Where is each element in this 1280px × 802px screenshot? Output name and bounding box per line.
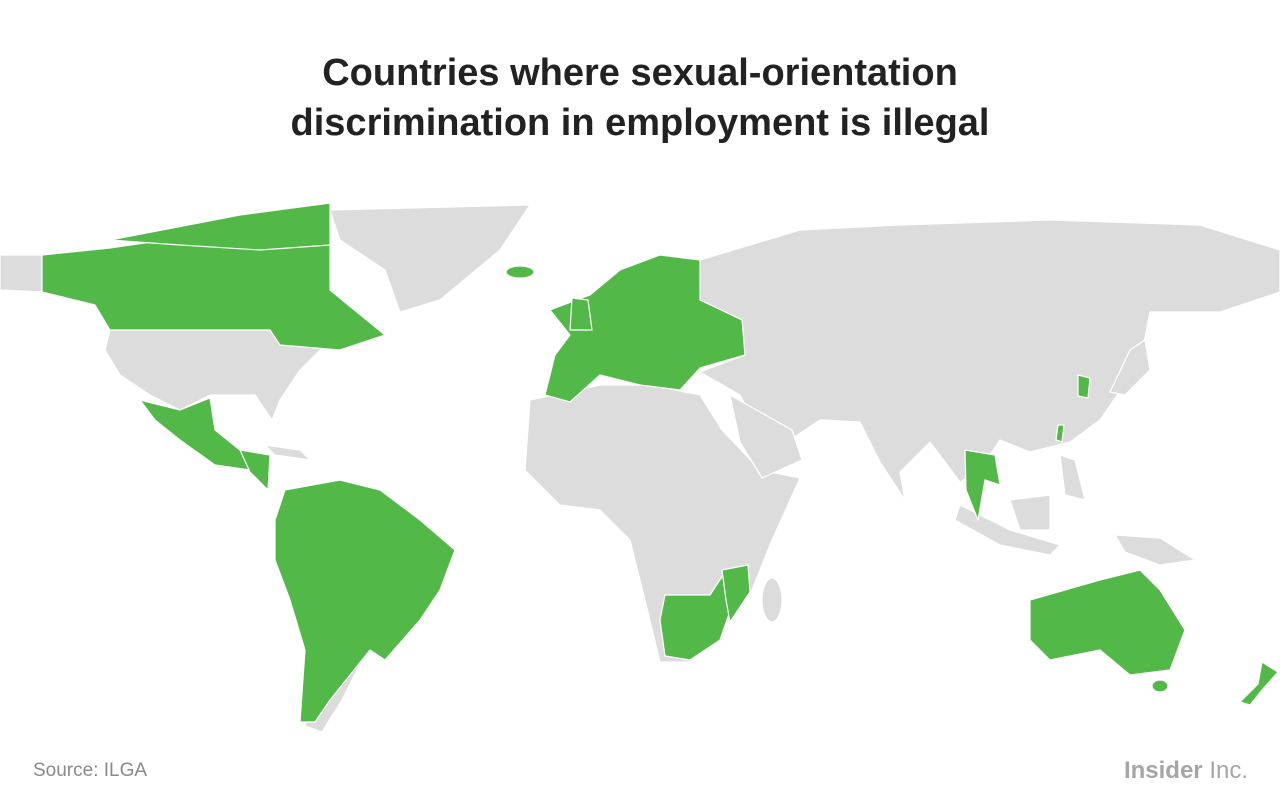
region-thailand <box>964 449 1001 521</box>
insider-inc-logo: Insider Inc. <box>1124 757 1248 785</box>
region-taiwan <box>1055 424 1065 443</box>
map-title: Countries where sexual-orientation discr… <box>0 48 1280 148</box>
logo-bold: Insider <box>1123 757 1203 784</box>
region-indonesia <box>954 504 1061 556</box>
region-madagascar <box>761 577 783 623</box>
region-new-zealand <box>1239 661 1279 706</box>
region-caribbean <box>264 444 311 461</box>
title-line-1: Countries where sexual-orientation <box>322 52 958 94</box>
region-japan <box>1109 339 1151 396</box>
source-note: Source: ILGA <box>33 760 148 781</box>
region-tasmania <box>1151 679 1169 693</box>
logo-regular: Inc. <box>1209 757 1248 784</box>
region-central-america <box>239 449 271 491</box>
region-greenland <box>329 204 531 313</box>
region-arctic-islands <box>109 202 331 251</box>
region-uk <box>569 297 593 331</box>
region-borneo <box>1009 494 1051 531</box>
region-south-korea <box>1077 374 1091 399</box>
region-new-guinea <box>1114 534 1196 566</box>
region-europe <box>544 254 746 403</box>
region-mozambique <box>721 564 751 623</box>
title-line-2: discrimination in employment is illegal <box>290 102 990 144</box>
region-alaska <box>0 254 43 293</box>
region-philippines <box>1059 454 1086 501</box>
region-mexico <box>139 397 251 471</box>
region-south-america <box>274 479 456 723</box>
region-south-africa <box>659 571 741 661</box>
region-arabia <box>729 394 803 479</box>
region-australia <box>1029 569 1186 676</box>
region-iceland <box>505 265 535 279</box>
